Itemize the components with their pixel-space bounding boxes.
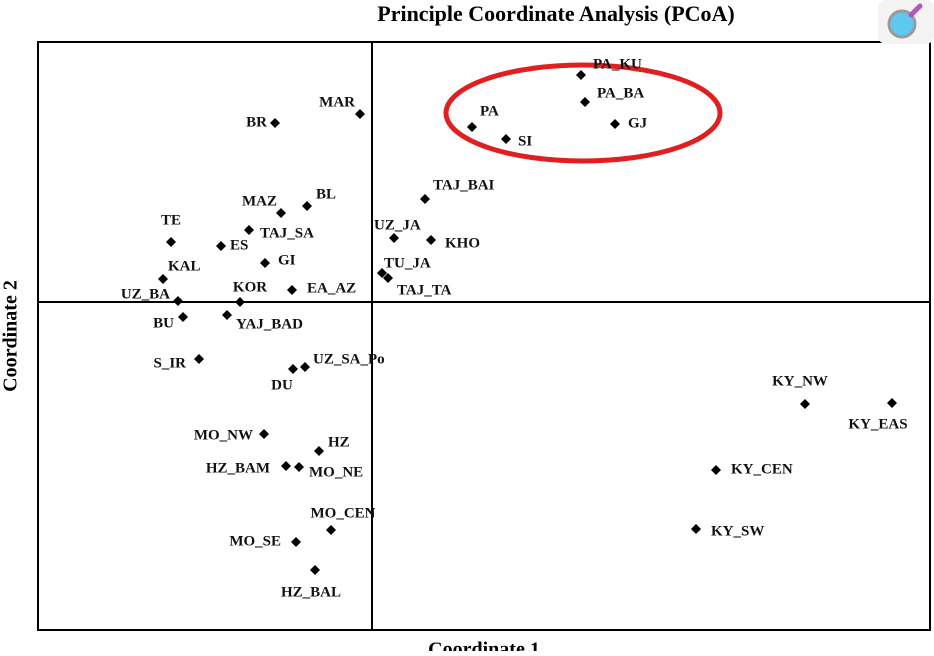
point xyxy=(580,97,590,107)
point xyxy=(800,399,810,409)
point xyxy=(291,537,301,547)
point-label: BR xyxy=(246,114,267,130)
point xyxy=(711,465,721,475)
point xyxy=(691,524,701,534)
point-label: KY_CEN xyxy=(731,461,793,477)
point-label: KHO xyxy=(445,235,480,251)
point xyxy=(302,201,312,211)
point-label: GI xyxy=(278,252,296,268)
point xyxy=(326,525,336,535)
point xyxy=(355,109,365,119)
point-label: TAJ_BAI xyxy=(433,177,495,193)
point xyxy=(501,134,511,144)
point xyxy=(383,273,393,283)
point-label: HZ_BAM xyxy=(206,460,270,476)
point-label: UZ_SA_Po xyxy=(313,351,385,367)
point xyxy=(377,268,387,278)
point-label: YAJ_BAD xyxy=(236,316,303,332)
point xyxy=(467,122,477,132)
point-label: PA_KU xyxy=(593,56,642,72)
point-label: HZ_BAL xyxy=(281,584,341,600)
point-label: SI xyxy=(518,133,532,149)
point-label: MAR xyxy=(319,94,355,110)
point-label: PA_BA xyxy=(597,85,644,101)
point xyxy=(287,285,297,295)
point xyxy=(610,119,620,129)
point xyxy=(389,233,399,243)
point xyxy=(260,258,270,268)
point-label: KAL xyxy=(168,258,201,274)
x-axis-title: Coordinate 1 xyxy=(428,639,540,651)
point xyxy=(194,354,204,364)
point xyxy=(222,310,232,320)
point xyxy=(244,225,254,235)
point xyxy=(270,118,280,128)
zoom-icon[interactable] xyxy=(878,0,934,44)
point-label: GJ xyxy=(628,115,648,131)
point xyxy=(576,70,586,80)
point xyxy=(294,462,304,472)
chart-title: Principle Coordinate Analysis (PCoA) xyxy=(377,1,735,26)
point-label: KOR xyxy=(233,279,267,295)
point-label: KY_EAS xyxy=(848,416,907,432)
point-label: KY_NW xyxy=(772,373,828,389)
point xyxy=(426,235,436,245)
point-label: TU_JA xyxy=(384,255,431,271)
point xyxy=(314,446,324,456)
point-label: BL xyxy=(316,186,336,202)
point xyxy=(158,274,168,284)
point xyxy=(216,241,226,251)
point xyxy=(259,429,269,439)
point-label: MO_CEN xyxy=(311,505,376,521)
point xyxy=(235,297,245,307)
point-label: TAJ_TA xyxy=(397,282,452,298)
point xyxy=(288,364,298,374)
point-label: UZ_JA xyxy=(374,217,421,233)
point-label: TE xyxy=(161,212,181,228)
point-label: HZ xyxy=(328,434,350,450)
icon-lens xyxy=(887,9,917,39)
point xyxy=(420,194,430,204)
point-label: UZ_BA xyxy=(121,286,170,302)
point-label: TAJ_SA xyxy=(260,225,314,241)
point-label: MO_NE xyxy=(309,464,363,480)
point-label: MAZ xyxy=(242,193,277,209)
point-label: MO_NW xyxy=(194,427,253,443)
point-label: MO_SE xyxy=(229,533,281,549)
point xyxy=(281,461,291,471)
point xyxy=(310,565,320,575)
point-label: ES xyxy=(230,237,248,253)
y-axis-title: Coordinate 2 xyxy=(0,280,22,392)
point-label: PA xyxy=(480,103,499,119)
point-label: KY_SW xyxy=(711,523,764,539)
point xyxy=(166,237,176,247)
point xyxy=(887,398,897,408)
point xyxy=(173,296,183,306)
icon-handle xyxy=(908,3,923,18)
point-label: DU xyxy=(271,377,293,393)
point xyxy=(276,208,286,218)
plot-frame xyxy=(37,41,931,631)
point xyxy=(178,312,188,322)
highlight-ellipse xyxy=(443,62,723,164)
point xyxy=(300,362,310,372)
point-label: BU xyxy=(153,315,174,331)
point-label: S_IR xyxy=(153,355,186,371)
point-label: EA_AZ xyxy=(307,280,356,296)
